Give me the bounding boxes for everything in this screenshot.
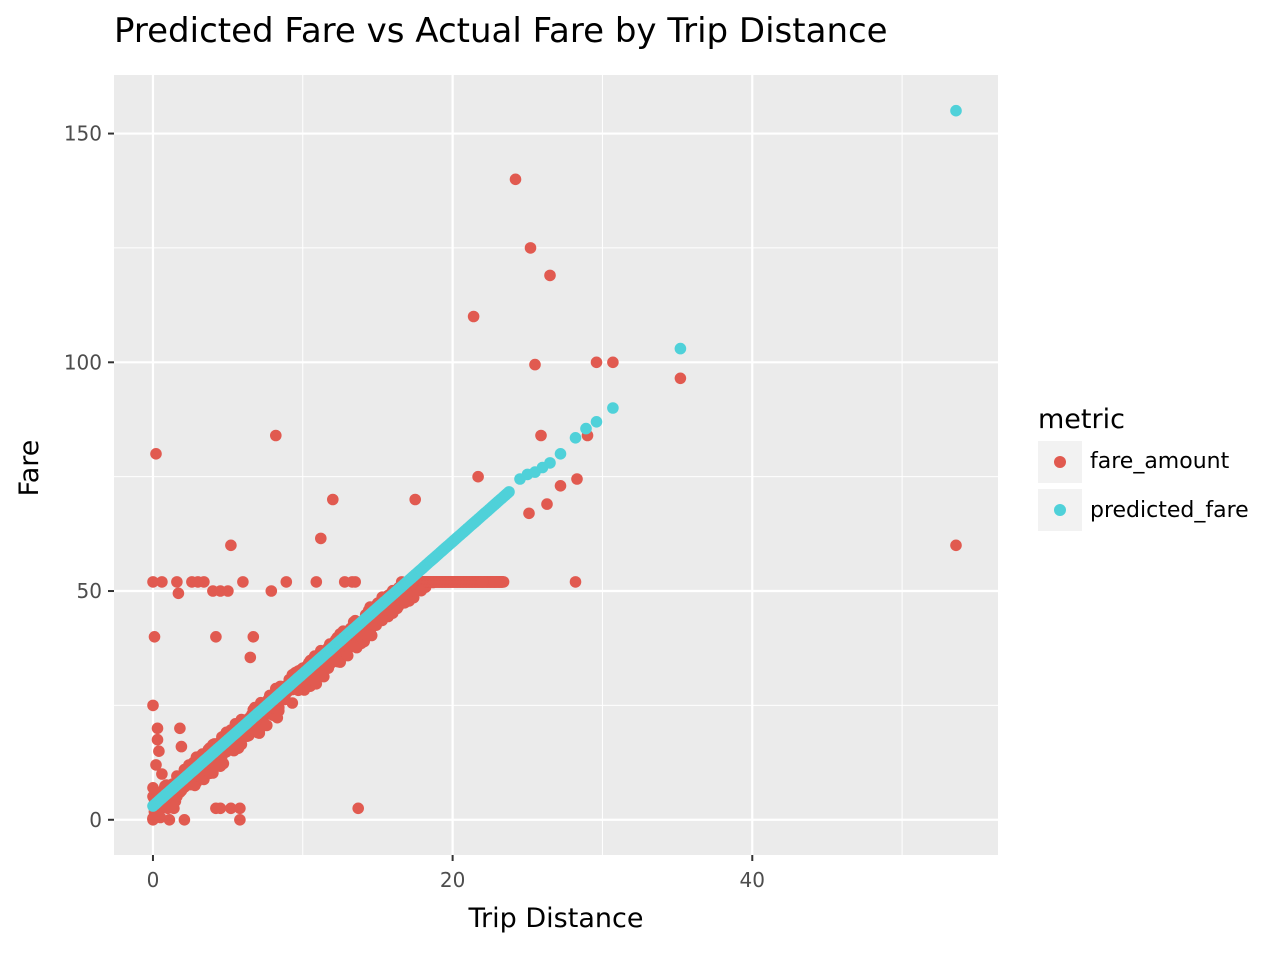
- point-predicted-fare: [590, 416, 603, 428]
- point-fare-amount: [280, 576, 293, 588]
- point-fare-amount: [571, 473, 583, 485]
- x-tick-label: 40: [740, 868, 765, 892]
- point-fare-amount: [150, 448, 162, 460]
- point-fare-amount: [147, 576, 159, 588]
- point-fare-amount: [171, 576, 183, 588]
- point-fare-amount: [178, 814, 191, 826]
- point-fare-amount: [523, 507, 535, 520]
- legend-label-predicted-fare: predicted_fare: [1090, 498, 1249, 523]
- y-tick-label: 150: [64, 122, 102, 146]
- point-fare-amount: [467, 310, 480, 323]
- point-fare-amount: [535, 429, 547, 442]
- point-fare-amount: [247, 631, 260, 643]
- point-fare-amount: [590, 356, 603, 369]
- point-fare-amount: [509, 173, 522, 186]
- point-fare-amount: [488, 576, 501, 588]
- point-fare-amount: [476, 576, 489, 588]
- point-fare-amount: [222, 585, 234, 597]
- point-fare-amount: [472, 470, 484, 483]
- point-fare-amount: [349, 576, 362, 588]
- point-predicted-fare: [544, 457, 556, 469]
- point-fare-amount: [544, 269, 556, 282]
- point-fare-amount: [318, 670, 330, 683]
- point-fare-amount: [310, 678, 323, 690]
- point-fare-amount: [265, 585, 278, 597]
- point-fare-amount: [554, 480, 567, 492]
- x-tick-label: 20: [440, 868, 465, 892]
- y-tick-label: 0: [89, 808, 102, 832]
- point-fare-amount: [214, 802, 227, 815]
- point-fare-amount: [234, 802, 246, 815]
- point-fare-amount: [172, 587, 185, 600]
- point-fare-amount: [310, 576, 323, 588]
- x-axis-title: Trip Distance: [468, 903, 644, 934]
- point-fare-amount: [237, 576, 249, 588]
- point-predicted-fare: [503, 486, 515, 498]
- point-fare-amount: [175, 740, 188, 753]
- y-tick-label: 100: [64, 350, 102, 374]
- point-fare-amount: [352, 802, 365, 815]
- point-fare-amount: [327, 493, 339, 506]
- point-fare-amount: [273, 705, 285, 717]
- point-fare-amount: [365, 629, 378, 642]
- legend-label-fare-amount: fare_amount: [1090, 449, 1230, 474]
- point-fare-amount: [409, 493, 422, 506]
- point-fare-amount: [153, 745, 165, 757]
- point-fare-amount: [147, 814, 159, 826]
- legend-title: metric: [1038, 404, 1125, 435]
- point-fare-amount: [234, 814, 246, 826]
- point-fare-amount: [156, 576, 168, 588]
- point-fare-amount: [244, 651, 257, 664]
- point-fare-amount: [950, 539, 962, 552]
- x-tick-label: 0: [147, 868, 160, 892]
- y-tick-label: 50: [77, 579, 102, 603]
- point-fare-amount: [147, 782, 159, 794]
- point-fare-amount: [148, 631, 161, 643]
- point-fare-amount: [497, 576, 510, 588]
- point-fare-amount: [151, 733, 164, 746]
- point-fare-amount: [524, 242, 537, 254]
- legend-swatch-fare-amount: [1054, 456, 1066, 468]
- point-predicted-fare: [569, 432, 582, 444]
- point-fare-amount: [150, 759, 162, 771]
- point-fare-amount: [541, 498, 553, 510]
- point-fare-amount: [607, 356, 619, 369]
- y-axis-title: Fare: [14, 440, 45, 497]
- point-fare-amount: [261, 719, 273, 732]
- point-fare-amount: [210, 631, 222, 643]
- legend-swatch-predicted-fare: [1054, 504, 1066, 516]
- point-fare-amount: [569, 576, 582, 588]
- point-predicted-fare: [950, 104, 962, 117]
- point-fare-amount: [270, 429, 282, 442]
- point-fare-amount: [286, 697, 299, 709]
- point-fare-amount: [315, 532, 327, 545]
- chart-title: Predicted Fare vs Actual Fare by Trip Di…: [114, 11, 888, 51]
- point-fare-amount: [674, 372, 687, 385]
- data-points: [147, 104, 962, 826]
- point-fare-amount: [168, 802, 180, 815]
- point-fare-amount: [151, 722, 164, 735]
- point-predicted-fare: [674, 342, 687, 355]
- point-fare-amount: [225, 802, 237, 815]
- point-fare-amount: [529, 358, 541, 371]
- point-fare-amount: [156, 768, 168, 780]
- point-fare-amount: [198, 576, 210, 588]
- point-fare-amount: [163, 814, 176, 826]
- point-fare-amount: [147, 699, 159, 712]
- point-predicted-fare: [580, 422, 592, 435]
- point-predicted-fare: [554, 448, 567, 460]
- point-fare-amount: [217, 757, 230, 770]
- axis-ticks: 0 20 40 0 50 100 150: [64, 122, 765, 892]
- legend: metric fare_amount predicted_fare: [1038, 404, 1249, 531]
- point-fare-amount: [225, 539, 237, 552]
- point-predicted-fare: [607, 402, 619, 414]
- point-fare-amount: [174, 722, 186, 735]
